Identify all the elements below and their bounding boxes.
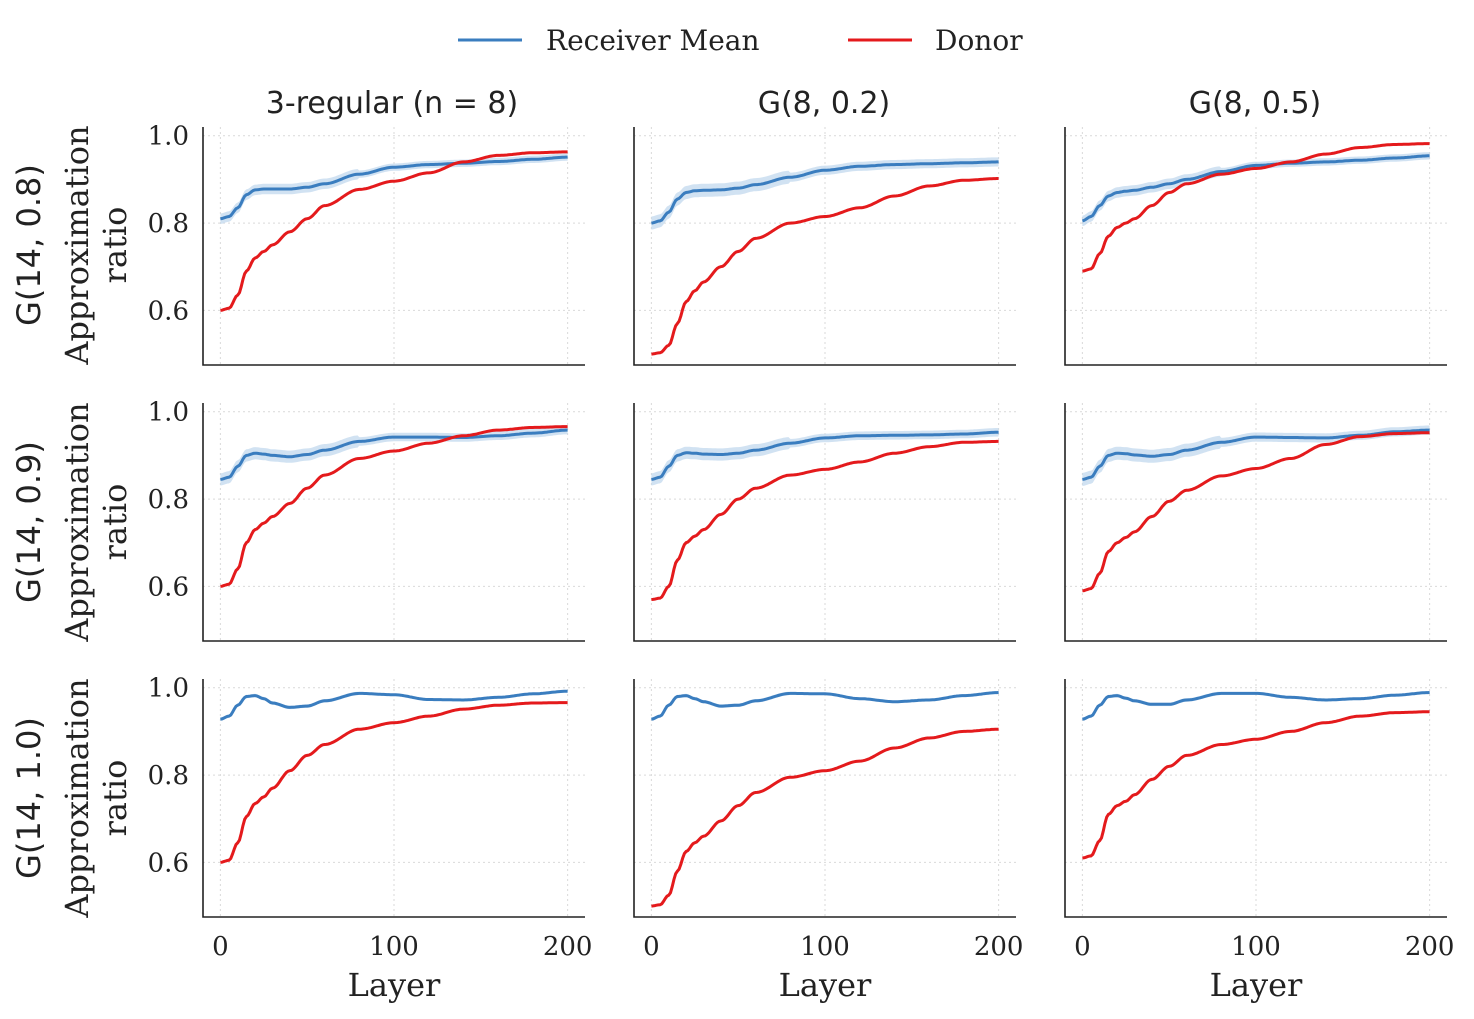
ylabel-line1-2: Approximation [58, 402, 96, 642]
column-title-3: G(8, 0.5) [1189, 86, 1322, 121]
legend-label-donor: Donor [935, 24, 1023, 57]
receiver-mean-line [651, 160, 999, 225]
ylabel-line2-3: ratio [96, 760, 134, 837]
column-title-1: 3-regular (n = 8) [266, 86, 518, 121]
donor-line [1082, 431, 1430, 593]
axis-spine [1064, 127, 1447, 366]
receiver-mean-line [651, 691, 999, 721]
panel-r2-c2 [633, 403, 1016, 642]
axis-spine [202, 403, 585, 642]
axis-spine [633, 679, 1016, 918]
row-label-group-3: G(14, 1.0) Approximation ratio [10, 678, 134, 918]
y-tick-label: 0.6 [148, 572, 189, 602]
panel-r1-c1: 0.6 0.8 1.0 [148, 122, 585, 366]
column-title-2: G(8, 0.2) [758, 86, 891, 121]
panel-r1-c3 [1064, 127, 1447, 366]
x-tick-label: 0 [1074, 932, 1091, 962]
donor-line [1082, 710, 1430, 860]
panels: 0.6 0.8 1.0 0.6 0.8 1.0 0.6 0.8 1.0 0 100 200 0 100 20… [148, 122, 1455, 962]
axis-spine [633, 403, 1016, 642]
donor-line [1082, 142, 1430, 273]
receiver-band [1082, 152, 1430, 227]
x-tick-label: 100 [369, 932, 419, 962]
ylabel-line2-2: ratio [96, 484, 134, 561]
axis-spine [1064, 403, 1447, 642]
panel-r2-c3 [1064, 403, 1447, 642]
receiver-mean-line [1081, 154, 1430, 223]
x-tick-label: 0 [643, 932, 660, 962]
row-label-group-1: G(14, 0.8) Approximation ratio [10, 125, 134, 365]
y-tick-label: 1.0 [148, 674, 189, 704]
legend-label-receiver: Receiver Mean [546, 24, 760, 57]
receiver-mean-line [1082, 691, 1430, 721]
panel-r3-c1: 0.6 0.8 1.0 0 100 200 [148, 674, 593, 962]
x-tick-label: 100 [1231, 932, 1281, 962]
y-tick-label: 0.8 [148, 485, 189, 515]
row-label-2: G(14, 0.9) [10, 441, 48, 603]
donor-line [651, 727, 999, 908]
axis-spine [202, 679, 585, 918]
xlabel-3: Layer [1210, 966, 1303, 1004]
donor-line [651, 439, 999, 601]
axis-spine [1064, 679, 1447, 918]
x-tick-label: 100 [800, 932, 850, 962]
panel-r1-c2 [633, 127, 1016, 366]
ylabel-line1-3: Approximation [58, 678, 96, 918]
donor-line [220, 425, 568, 588]
receiver-mean-line [220, 155, 568, 221]
panel-r3-c2: 0 100 200 [633, 679, 1024, 962]
x-tick-label: 200 [1405, 932, 1455, 962]
x-tick-label: 0 [212, 932, 229, 962]
y-tick-label: 0.8 [148, 761, 189, 791]
x-tick-label: 200 [543, 932, 593, 962]
panel-r2-c1: 0.6 0.8 1.0 [148, 398, 585, 642]
receiver-band [220, 425, 568, 486]
row-label-group-2: G(14, 0.9) Approximation ratio [10, 402, 134, 642]
y-tick-label: 0.6 [148, 296, 189, 326]
receiver-band [651, 157, 999, 230]
row-label-1: G(14, 0.8) [10, 164, 48, 326]
panel-r3-c3: 0 100 200 [1064, 679, 1455, 962]
receiver-mean-line [220, 428, 568, 481]
row-label-3: G(14, 1.0) [10, 717, 48, 879]
x-tick-label: 200 [974, 932, 1024, 962]
receiver-mean-line [220, 689, 568, 721]
xlabel-1: Layer [348, 966, 441, 1004]
y-tick-label: 0.6 [148, 848, 189, 878]
ylabel-line2-1: ratio [96, 207, 134, 284]
legend: Receiver Mean Donor [458, 24, 1023, 57]
axis-spine [633, 127, 1016, 366]
y-tick-label: 1.0 [148, 398, 189, 428]
axis-spine [202, 127, 585, 366]
xlabel-2: Layer [779, 966, 872, 1004]
donor-line [220, 701, 568, 864]
ylabel-line1-1: Approximation [58, 125, 96, 365]
y-tick-label: 1.0 [148, 122, 189, 152]
receiver-mean-line [651, 430, 999, 481]
donor-line [651, 177, 999, 356]
donor-line [220, 150, 568, 312]
y-tick-label: 0.8 [148, 209, 189, 239]
